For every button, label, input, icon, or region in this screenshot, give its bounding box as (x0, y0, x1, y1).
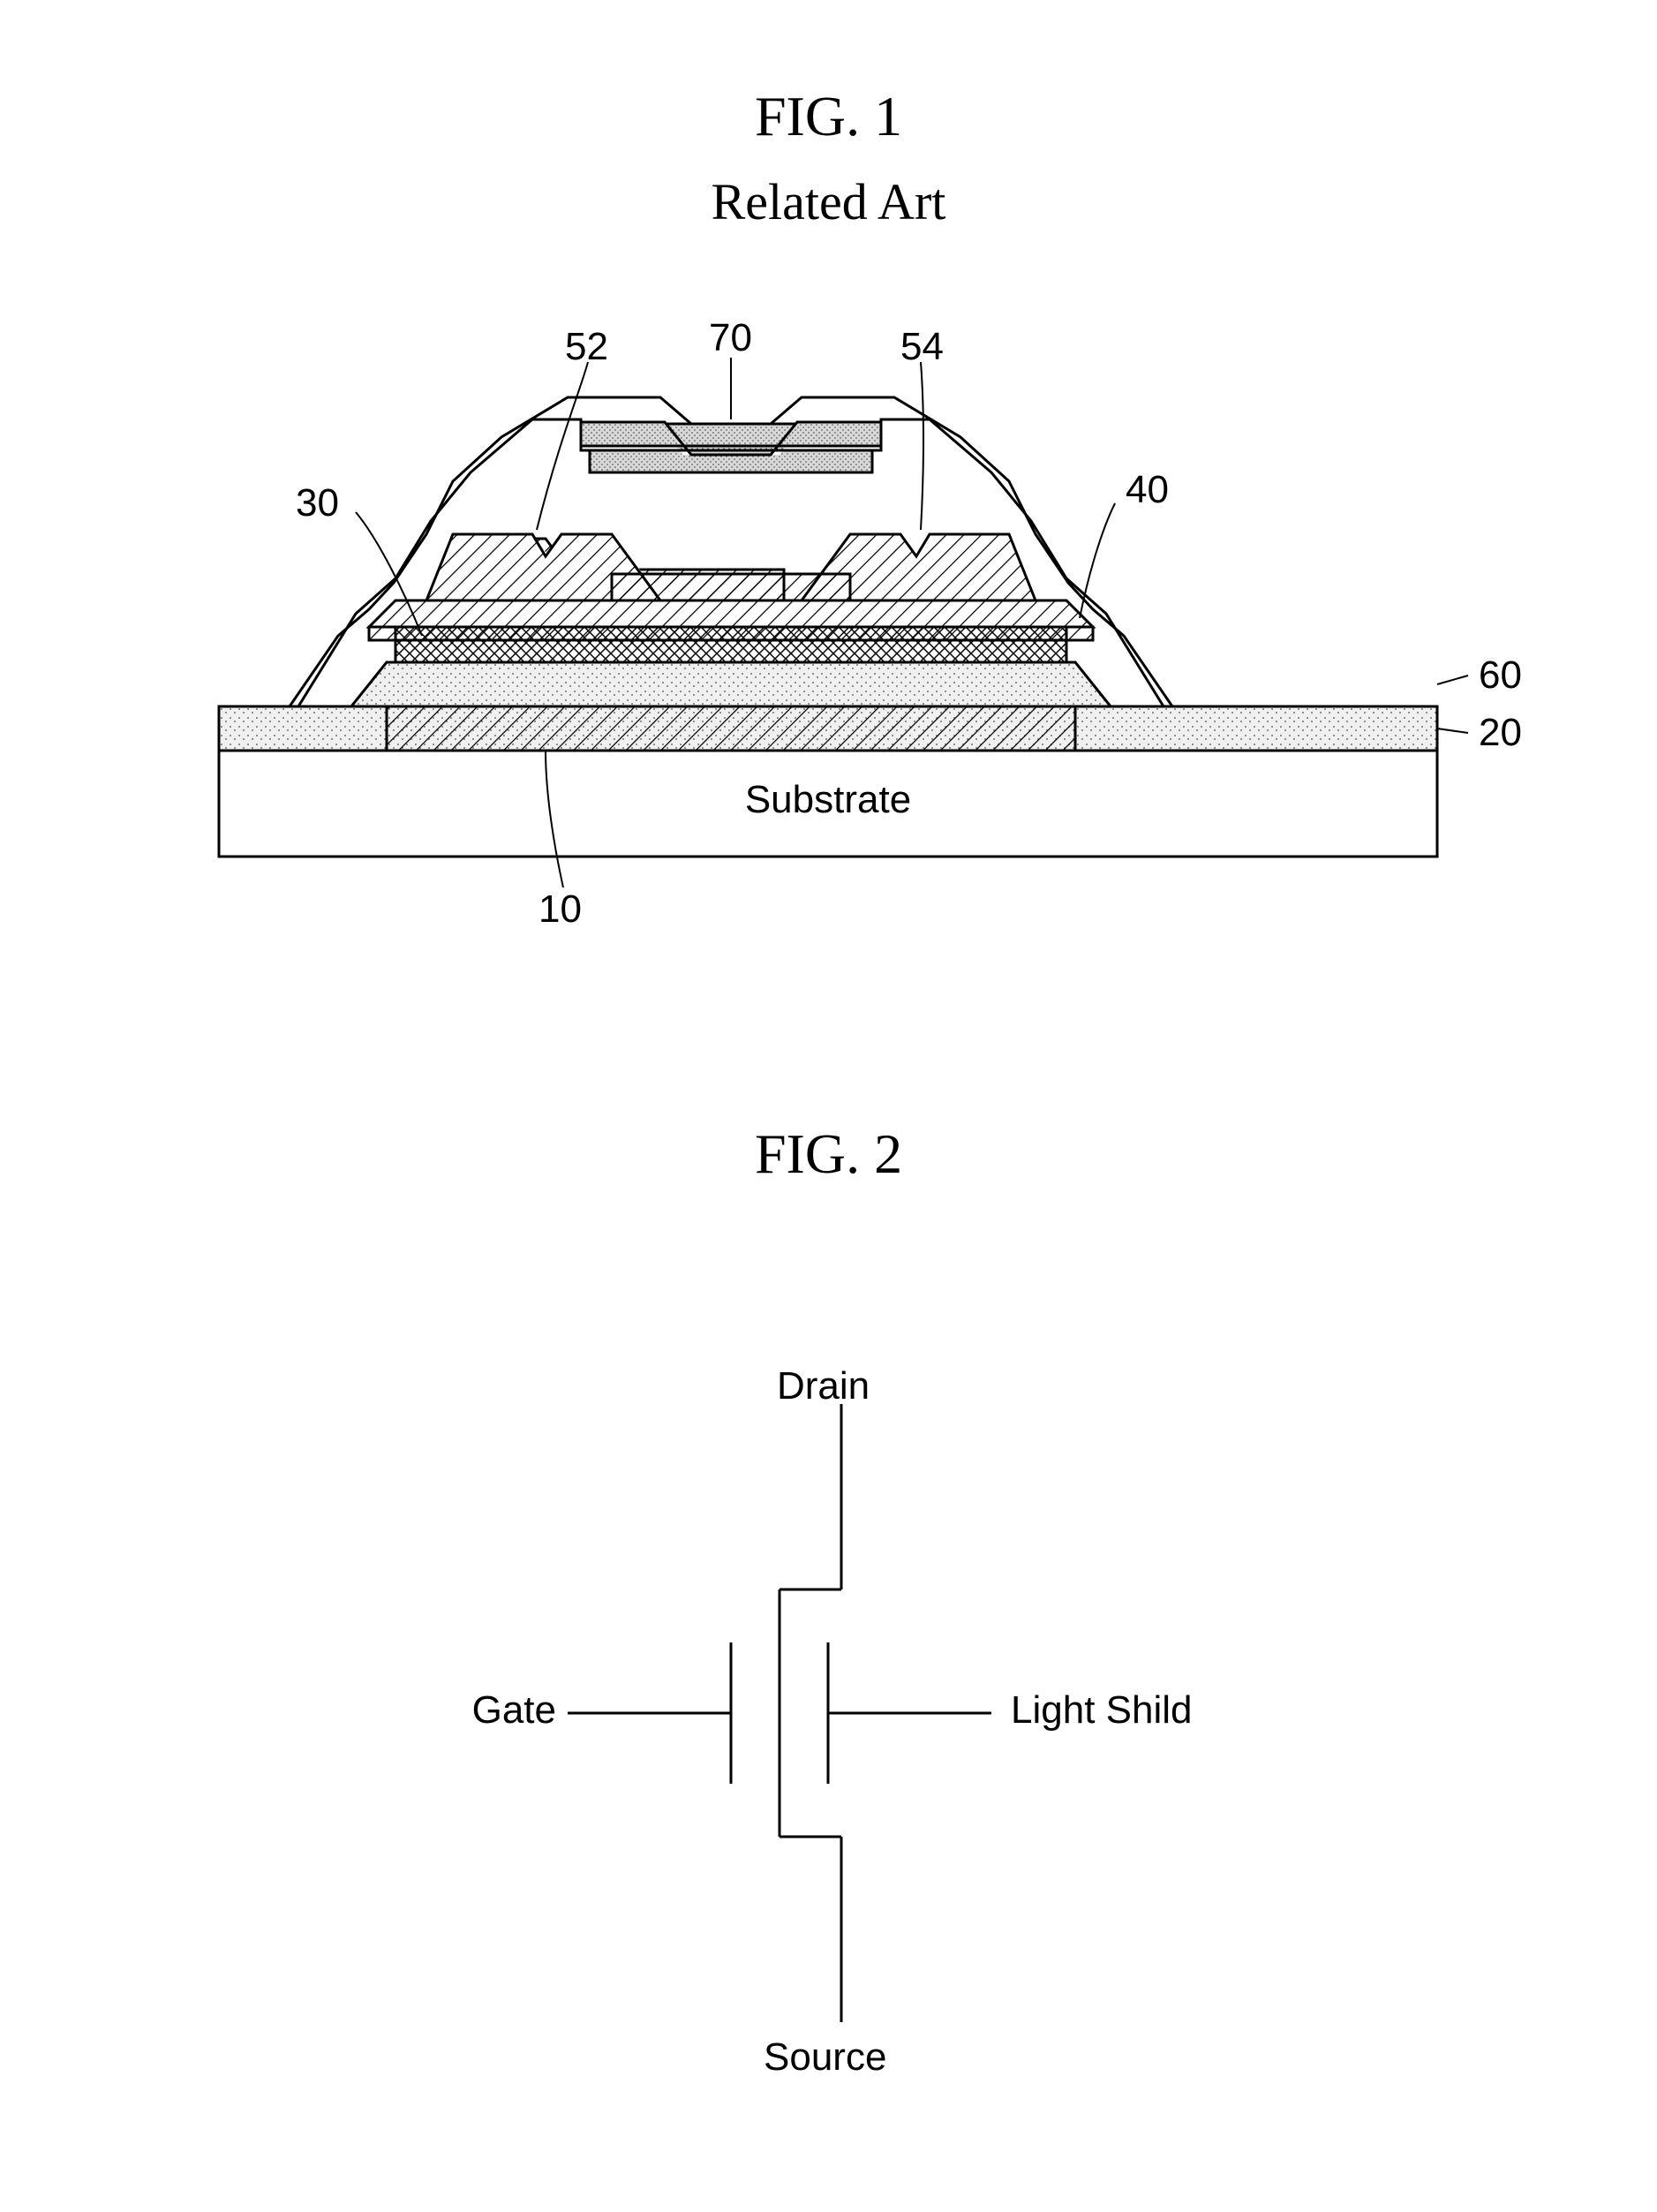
fig1-diagram: Substrate (166, 336, 1490, 954)
ref-10: 10 (539, 887, 582, 932)
label-light-shield: Light Shild (1011, 1688, 1192, 1733)
substrate-text: Substrate (745, 778, 911, 821)
layer-10-gate (387, 706, 1075, 751)
fig1-title: FIG. 1 (0, 84, 1657, 149)
fig2-title: FIG. 2 (0, 1121, 1657, 1187)
ref-60: 60 (1479, 653, 1522, 698)
label-drain: Drain (777, 1364, 870, 1408)
ref-54: 54 (900, 325, 944, 369)
ref-20: 20 (1479, 711, 1522, 755)
ref-40: 40 (1126, 468, 1169, 512)
ref-30: 30 (296, 481, 339, 525)
fig1-subtitle: Related Art (0, 172, 1657, 231)
label-source: Source (764, 2035, 886, 2080)
ref-52: 52 (565, 325, 608, 369)
label-gate: Gate (468, 1688, 556, 1733)
ref-70: 70 (709, 316, 752, 360)
layer-40 (369, 600, 1093, 627)
layer-40-center (612, 574, 850, 600)
